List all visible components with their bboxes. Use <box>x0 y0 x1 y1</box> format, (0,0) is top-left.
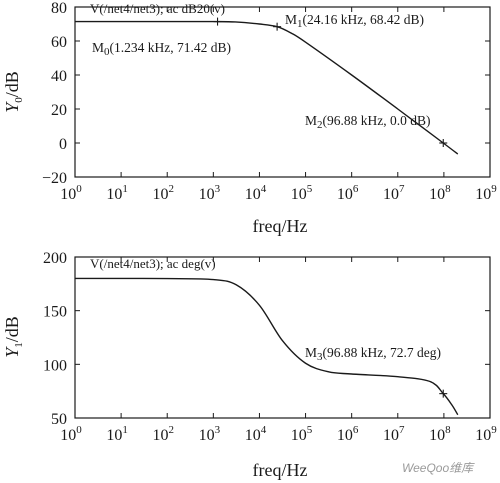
x-tick-label: 107 <box>383 183 405 203</box>
marker-annotation: M3(96.88 kHz, 72.7 deg) <box>305 345 441 363</box>
y-tick-label: 100 <box>43 357 67 374</box>
series-line <box>74 277 459 416</box>
plot-frame <box>74 6 491 178</box>
x-tick-label: 109 <box>475 424 497 444</box>
x-tick-label: 103 <box>199 183 221 203</box>
magnitude-chart: 100 101 102 103 104 105 106 107 108 109 80 60 40 20 0 −… <box>2 0 497 236</box>
y-tick-label: 0 <box>59 136 67 153</box>
x-tick-label: 100 <box>60 183 82 203</box>
x-tick-label: 104 <box>245 424 267 444</box>
y-tick-label: 50 <box>51 411 67 428</box>
x-tick-label: 107 <box>383 424 405 444</box>
phase-chart: 100 101 102 103 104 105 106 107 108 1092001501005… <box>2 250 497 480</box>
x-tick-label: 101 <box>106 424 128 444</box>
x-tick-label: 104 <box>245 183 267 203</box>
watermark: WeeQoo维库 <box>402 461 475 475</box>
x-tick-label: 105 <box>291 424 313 444</box>
y-tick-label: 40 <box>51 68 67 85</box>
x-tick-label: 105 <box>291 183 313 203</box>
chart-header: V(/net4/net3); ac deg(v) <box>90 256 216 271</box>
plot-frame <box>74 256 491 419</box>
x-tick-label: 108 <box>429 424 451 444</box>
x-tick-label: 108 <box>429 183 451 203</box>
marker-annotation: M1(24.16 kHz, 68.42 dB) <box>285 12 424 30</box>
x-tick-label: 109 <box>475 183 497 203</box>
x-tick-label: 102 <box>152 424 174 444</box>
x-tick-label: 103 <box>199 424 221 444</box>
x-tick-label: 106 <box>337 183 359 203</box>
y-tick-label: −20 <box>42 170 67 187</box>
x-axis-label: freq/Hz <box>253 216 308 236</box>
marker-annotation: M0(1.234 kHz, 71.42 dB) <box>92 40 231 58</box>
y-axis-label: Y0/dB <box>2 71 25 113</box>
chart-header: V(/net4/net3); ac dB20(v) <box>90 1 225 16</box>
x-axis-label: freq/Hz <box>253 460 308 480</box>
y-axis-label: Y1/dB <box>2 316 25 358</box>
x-tick-label: 101 <box>106 183 128 203</box>
x-tick-label: 102 <box>152 183 174 203</box>
y-tick-label: 80 <box>51 0 67 17</box>
marker-annotation: M2(96.88 kHz, 0.0 dB) <box>305 113 431 131</box>
y-tick-label: 20 <box>51 102 67 119</box>
x-tick-label: 100 <box>60 424 82 444</box>
y-tick-label: 200 <box>43 250 67 267</box>
y-tick-label: 150 <box>43 304 67 321</box>
y-tick-label: 60 <box>51 34 67 51</box>
x-tick-label: 106 <box>337 424 359 444</box>
